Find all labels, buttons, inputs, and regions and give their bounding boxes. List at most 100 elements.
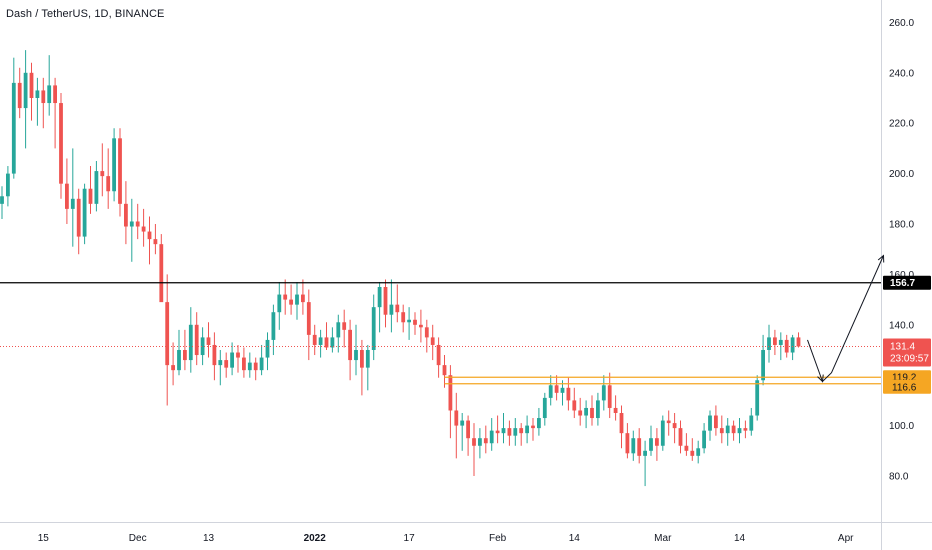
candle-body[interactable] (348, 329, 352, 361)
candle-body[interactable] (537, 418, 541, 429)
candle-body[interactable] (194, 324, 199, 356)
candle-body[interactable] (41, 90, 46, 104)
candle-body[interactable] (147, 231, 152, 240)
candle-body[interactable] (17, 82, 22, 109)
candle-body[interactable] (124, 203, 128, 227)
candle-body[interactable] (696, 448, 701, 456)
projection-path[interactable] (807, 255, 884, 383)
candle-body[interactable] (407, 319, 411, 323)
candle-body[interactable] (513, 428, 518, 436)
candle-body[interactable] (507, 428, 512, 436)
candle-body[interactable] (631, 438, 636, 454)
candle-body[interactable] (29, 72, 34, 98)
candle-body[interactable] (495, 430, 500, 434)
candle-body[interactable] (253, 362, 258, 371)
candle-body[interactable] (383, 287, 388, 315)
candle-body[interactable] (224, 360, 229, 368)
candle-body[interactable] (637, 438, 642, 456)
candle-body[interactable] (767, 337, 771, 350)
candle-body[interactable] (188, 324, 193, 361)
candle-body[interactable] (489, 430, 494, 444)
candle-body[interactable] (35, 90, 40, 98)
candle-body[interactable] (773, 337, 777, 345)
candle-body[interactable] (749, 415, 754, 431)
candle-body[interactable] (218, 360, 223, 366)
candle-body[interactable] (619, 413, 624, 434)
candle-body[interactable] (23, 72, 28, 109)
candle-body[interactable] (395, 304, 400, 313)
candle-body[interactable] (183, 350, 187, 361)
candle-body[interactable] (702, 430, 706, 449)
candle-body[interactable] (295, 294, 299, 305)
candle-body[interactable] (242, 357, 246, 371)
candle-body[interactable] (100, 171, 105, 177)
candle-body[interactable] (572, 400, 577, 411)
candle-body[interactable] (436, 344, 441, 366)
candle-body[interactable] (236, 352, 240, 358)
candle-body[interactable] (590, 407, 594, 419)
candle-body[interactable] (666, 420, 671, 424)
candle-body[interactable] (761, 350, 765, 381)
candle-body[interactable] (171, 365, 175, 371)
candle-body[interactable] (82, 188, 87, 237)
candle-body[interactable] (466, 420, 470, 439)
candle-body[interactable] (259, 357, 264, 371)
candle-body[interactable] (389, 304, 394, 315)
candle-body[interactable] (283, 294, 288, 300)
candle-body[interactable] (684, 445, 689, 451)
candle-body[interactable] (430, 337, 435, 345)
candle-body[interactable] (625, 433, 630, 454)
candle-body[interactable] (47, 85, 52, 104)
candle-body[interactable] (690, 450, 695, 456)
candle-body[interactable] (483, 438, 488, 444)
candle-body[interactable] (371, 307, 376, 350)
candle-body[interactable] (649, 438, 653, 451)
candle-body[interactable] (584, 407, 588, 416)
candle-body[interactable] (560, 387, 565, 393)
candle-body[interactable] (755, 380, 760, 416)
candle-body[interactable] (643, 450, 647, 456)
candle-body[interactable] (118, 138, 122, 204)
candle-body[interactable] (401, 312, 406, 323)
candle-body[interactable] (0, 196, 4, 204)
candle-body[interactable] (354, 350, 358, 361)
candle-body[interactable] (11, 82, 16, 174)
candle-body[interactable] (548, 385, 553, 398)
candle-body[interactable] (660, 420, 665, 446)
candle-body[interactable] (796, 337, 801, 347)
candle-body[interactable] (336, 322, 341, 338)
candle-body[interactable] (672, 423, 677, 429)
candle-body[interactable] (377, 287, 382, 308)
candle-body[interactable] (177, 350, 181, 371)
candle-body[interactable] (731, 425, 736, 434)
candle-body[interactable] (247, 362, 252, 371)
candle-body[interactable] (424, 327, 429, 338)
candle-body[interactable] (200, 337, 205, 356)
candle-body[interactable] (525, 425, 529, 434)
candle-body[interactable] (601, 385, 606, 401)
candle-body[interactable] (318, 337, 323, 345)
candle-body[interactable] (265, 339, 270, 358)
candle-body[interactable] (135, 221, 140, 227)
candle-body[interactable] (542, 397, 547, 419)
candle-body[interactable] (607, 385, 612, 408)
candle-body[interactable] (306, 302, 311, 335)
candle-body[interactable] (141, 226, 146, 232)
candle-body[interactable] (460, 420, 465, 426)
candle-body[interactable] (212, 344, 217, 366)
candle-body[interactable] (448, 375, 453, 411)
candle-body[interactable] (501, 428, 506, 434)
candle-body[interactable] (737, 428, 742, 434)
candle-body[interactable] (360, 350, 364, 368)
candle-body[interactable] (725, 425, 730, 434)
candle-body[interactable] (277, 294, 282, 313)
candle-body[interactable] (678, 428, 683, 446)
candle-body[interactable] (129, 221, 134, 227)
candle-body[interactable] (454, 410, 459, 426)
candle-body[interactable] (106, 176, 111, 192)
candle-body[interactable] (76, 198, 81, 237)
candle-body[interactable] (271, 312, 276, 340)
candle-body[interactable] (94, 171, 99, 204)
candle-body[interactable] (714, 415, 718, 429)
